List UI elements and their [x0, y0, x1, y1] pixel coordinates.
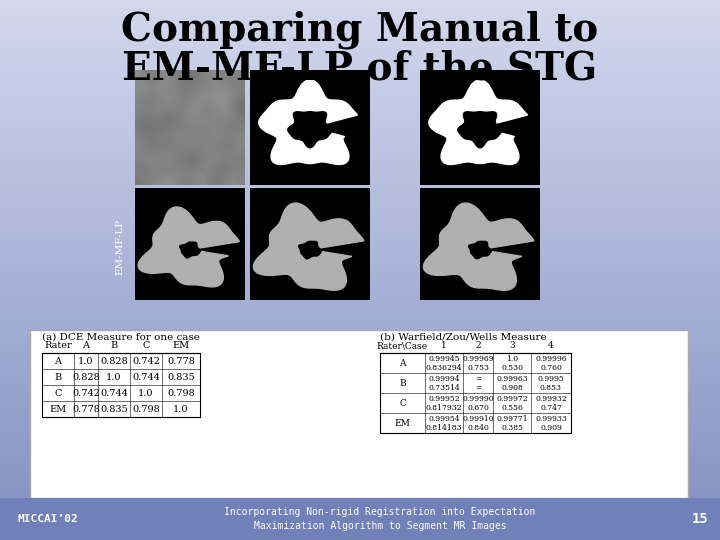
- Polygon shape: [423, 203, 534, 291]
- Text: =: =: [474, 384, 481, 392]
- Text: 0.778: 0.778: [72, 404, 100, 414]
- Text: 0.99771: 0.99771: [496, 415, 528, 423]
- Text: EM-MF-LP: EM-MF-LP: [115, 219, 125, 275]
- Text: B: B: [399, 379, 406, 388]
- Text: A: A: [400, 359, 406, 368]
- Text: 0.99996: 0.99996: [535, 355, 567, 363]
- Polygon shape: [429, 80, 528, 165]
- Text: 1.0: 1.0: [138, 388, 154, 397]
- Bar: [420, 70, 540, 185]
- Text: 0.798: 0.798: [167, 388, 195, 397]
- Text: 0.778: 0.778: [167, 356, 195, 366]
- Text: 0.817932: 0.817932: [426, 404, 462, 412]
- Bar: [30, 330, 688, 498]
- Text: 0.99952: 0.99952: [428, 395, 460, 403]
- Text: 4: 4: [548, 341, 554, 350]
- Text: 0.99910: 0.99910: [462, 415, 494, 423]
- Text: 0.828: 0.828: [72, 373, 100, 381]
- Text: 0.99972: 0.99972: [496, 395, 528, 403]
- Text: (a) DCE Measure for one case: (a) DCE Measure for one case: [42, 333, 200, 342]
- Text: C: C: [54, 388, 62, 397]
- Text: 0.835: 0.835: [100, 404, 128, 414]
- Text: 0.814183: 0.814183: [426, 424, 462, 432]
- Bar: [420, 188, 540, 300]
- Text: 0.836294: 0.836294: [426, 364, 462, 372]
- Text: 0.9995: 0.9995: [538, 375, 564, 383]
- Text: EM: EM: [395, 418, 410, 428]
- Text: 0.670: 0.670: [467, 404, 489, 412]
- Bar: [250, 188, 370, 300]
- Text: 0.742: 0.742: [132, 356, 160, 366]
- Text: 0.99969: 0.99969: [462, 355, 494, 363]
- Text: Rater: Rater: [44, 341, 72, 350]
- Text: 0.744: 0.744: [100, 388, 128, 397]
- Text: 0.530: 0.530: [501, 364, 523, 372]
- Text: 2: 2: [475, 341, 481, 350]
- Text: Rater A: Rater A: [284, 403, 337, 416]
- Text: EM-MF-LP of the STG: EM-MF-LP of the STG: [122, 49, 598, 87]
- Text: 0.99990: 0.99990: [462, 395, 494, 403]
- Text: 1: 1: [441, 341, 447, 350]
- Bar: [380, 353, 571, 433]
- Text: C: C: [143, 341, 150, 350]
- Text: Rater B: Rater B: [453, 403, 507, 416]
- Text: 0.840: 0.840: [467, 424, 489, 432]
- Text: MICCAI’02: MICCAI’02: [18, 514, 78, 524]
- Text: 1.0: 1.0: [78, 356, 94, 366]
- Text: 0.744: 0.744: [132, 373, 160, 381]
- Text: 0.556: 0.556: [501, 404, 523, 412]
- Bar: [135, 70, 245, 185]
- Text: 1.0: 1.0: [107, 373, 122, 381]
- Text: Comparing Manual to: Comparing Manual to: [122, 11, 598, 49]
- Bar: [250, 70, 370, 185]
- Text: 0.99933: 0.99933: [535, 415, 567, 423]
- Text: 1.0: 1.0: [174, 404, 189, 414]
- Text: 0.909: 0.909: [540, 424, 562, 432]
- Text: 0.99954: 0.99954: [428, 415, 460, 423]
- Text: 0.828: 0.828: [100, 356, 128, 366]
- Text: =: =: [474, 375, 481, 383]
- Text: 0.99994: 0.99994: [428, 375, 460, 383]
- Text: 0.99945: 0.99945: [428, 355, 460, 363]
- Bar: [135, 188, 245, 300]
- Text: 0.760: 0.760: [540, 364, 562, 372]
- Text: Rater\Case: Rater\Case: [377, 341, 428, 350]
- Text: Incorporating Non-rigid Registration into Expectation
Maximization Algorithm to : Incorporating Non-rigid Registration int…: [225, 507, 536, 531]
- Text: 0.385: 0.385: [501, 424, 523, 432]
- Text: 3: 3: [509, 341, 515, 350]
- Text: A: A: [83, 341, 89, 350]
- Text: B: B: [55, 373, 62, 381]
- Text: EM: EM: [50, 404, 67, 414]
- Text: C: C: [399, 399, 406, 408]
- Text: 0.835: 0.835: [167, 373, 195, 381]
- Text: (b) Warfield/Zou/Wells Measure: (b) Warfield/Zou/Wells Measure: [380, 333, 546, 342]
- Text: 1.0: 1.0: [506, 355, 518, 363]
- Text: A: A: [55, 356, 61, 366]
- Text: 0.753: 0.753: [467, 364, 489, 372]
- Polygon shape: [258, 80, 358, 165]
- Text: 0.747: 0.747: [540, 404, 562, 412]
- Text: B: B: [110, 341, 117, 350]
- Text: 0.908: 0.908: [501, 384, 523, 392]
- Polygon shape: [253, 203, 364, 291]
- Text: 0.99963: 0.99963: [496, 375, 528, 383]
- Text: EM: EM: [172, 341, 189, 350]
- Text: 0.853: 0.853: [540, 384, 562, 392]
- Polygon shape: [138, 207, 240, 287]
- Text: 0.742: 0.742: [72, 388, 100, 397]
- Bar: [0, 498, 720, 540]
- Bar: [42, 353, 200, 417]
- Text: 0.798: 0.798: [132, 404, 160, 414]
- Text: 15: 15: [692, 512, 708, 526]
- Text: 0.73514: 0.73514: [428, 384, 460, 392]
- Text: 0.99932: 0.99932: [535, 395, 567, 403]
